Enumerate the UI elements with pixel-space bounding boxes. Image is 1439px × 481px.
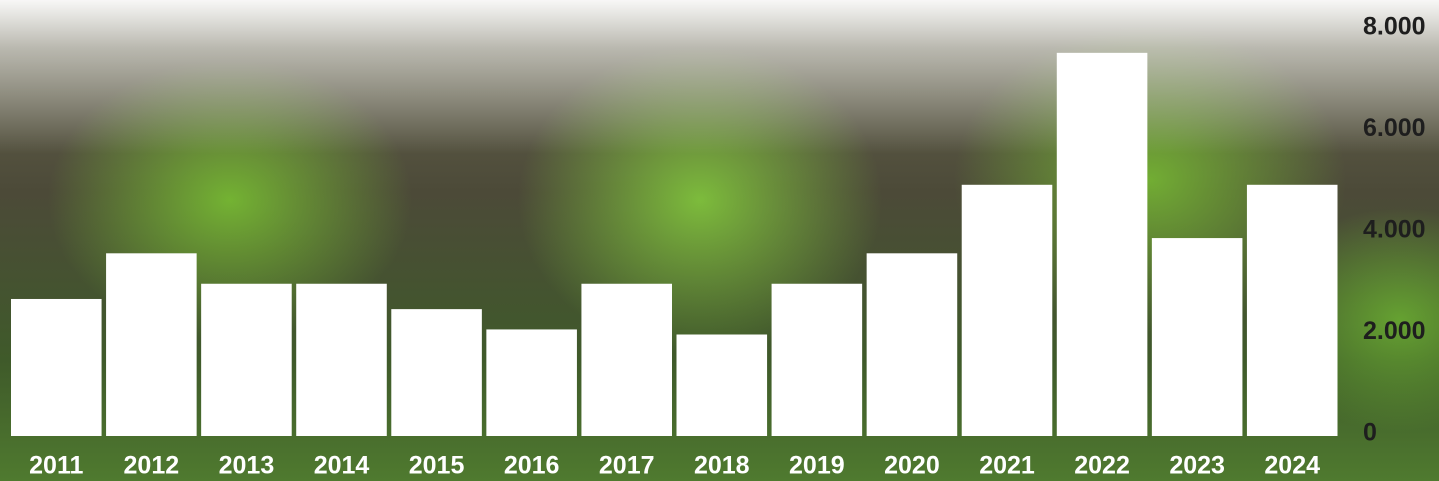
bar [866, 253, 958, 436]
x-tick-label: 2022 [1074, 452, 1130, 480]
bar [201, 283, 292, 436]
bar [11, 298, 102, 436]
x-tick-label: 2013 [219, 452, 275, 480]
bar [1056, 52, 1148, 437]
y-tick-label: 2.000 [1363, 317, 1426, 345]
y-tick-label: 8.000 [1363, 13, 1426, 41]
bar [391, 309, 482, 436]
bar [486, 329, 577, 436]
bar [676, 334, 768, 436]
x-tick-label: 2021 [979, 452, 1035, 480]
bar [1246, 184, 1338, 436]
bar [1151, 238, 1243, 436]
bar [771, 283, 863, 436]
x-tick-label: 2014 [314, 452, 370, 480]
y-tick-label: 4.000 [1363, 216, 1426, 244]
x-tick-label: 2017 [599, 452, 655, 480]
bar [106, 253, 197, 436]
x-tick-label: 2015 [409, 452, 465, 480]
x-tick-label: 2019 [789, 452, 845, 480]
x-tick-label: 2020 [884, 452, 940, 480]
x-tick-label: 2023 [1169, 452, 1225, 480]
bar [581, 283, 672, 436]
x-tick-label: 2016 [504, 452, 560, 480]
y-tick-label: 0 [1363, 419, 1377, 447]
y-tick-label: 6.000 [1363, 114, 1426, 142]
bar [961, 184, 1053, 436]
bar [296, 283, 387, 436]
x-tick-label: 2024 [1264, 452, 1320, 480]
x-tick-label: 2011 [29, 452, 83, 480]
x-tick-label: 2018 [694, 452, 750, 480]
x-tick-label: 2012 [124, 452, 180, 480]
